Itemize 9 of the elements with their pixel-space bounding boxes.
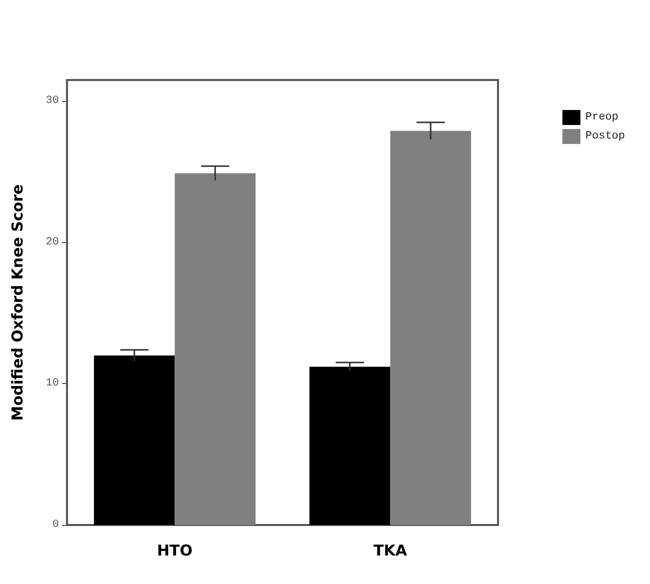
- x-tick-label: HTO: [156, 542, 193, 560]
- y-tick-label: 0: [52, 519, 59, 531]
- y-tick-label: 10: [46, 378, 59, 390]
- legend-label: Preop: [585, 112, 618, 124]
- x-tick-label: TKA: [374, 542, 408, 560]
- legend-label: Postop: [585, 130, 626, 142]
- y-tick-label: 20: [46, 236, 59, 248]
- y-axis-title: Modified Oxford Knee Score: [8, 184, 26, 421]
- y-tick-label: 30: [46, 95, 59, 108]
